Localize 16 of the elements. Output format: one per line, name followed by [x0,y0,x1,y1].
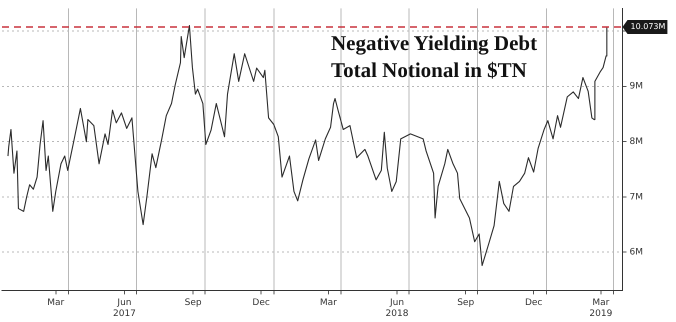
text: Negative Yielding Debt [331,31,538,55]
ref-line-label: 10.073M [630,22,666,32]
y-tick-label: 9M [630,82,644,92]
x-tick-label: Jun 2018 [386,298,409,319]
x-tick-label: Sep [184,298,202,308]
y-tick-label: 7M [630,192,644,202]
x-tick-label: Sep [457,298,474,308]
text: Total Notional in $TN [331,58,527,82]
x-tick-label: Dec [252,298,270,308]
x-tick-label: Mar [47,298,65,308]
y-tick-label: 8M [630,137,644,148]
x-tick-label: Jun 2017 [113,298,136,319]
y-tick-label: 6M [630,248,644,258]
x-tick-label: Mar [320,298,338,308]
x-tick-label: Mar 2019 [589,298,613,319]
x-tick-label: Dec [524,298,542,308]
